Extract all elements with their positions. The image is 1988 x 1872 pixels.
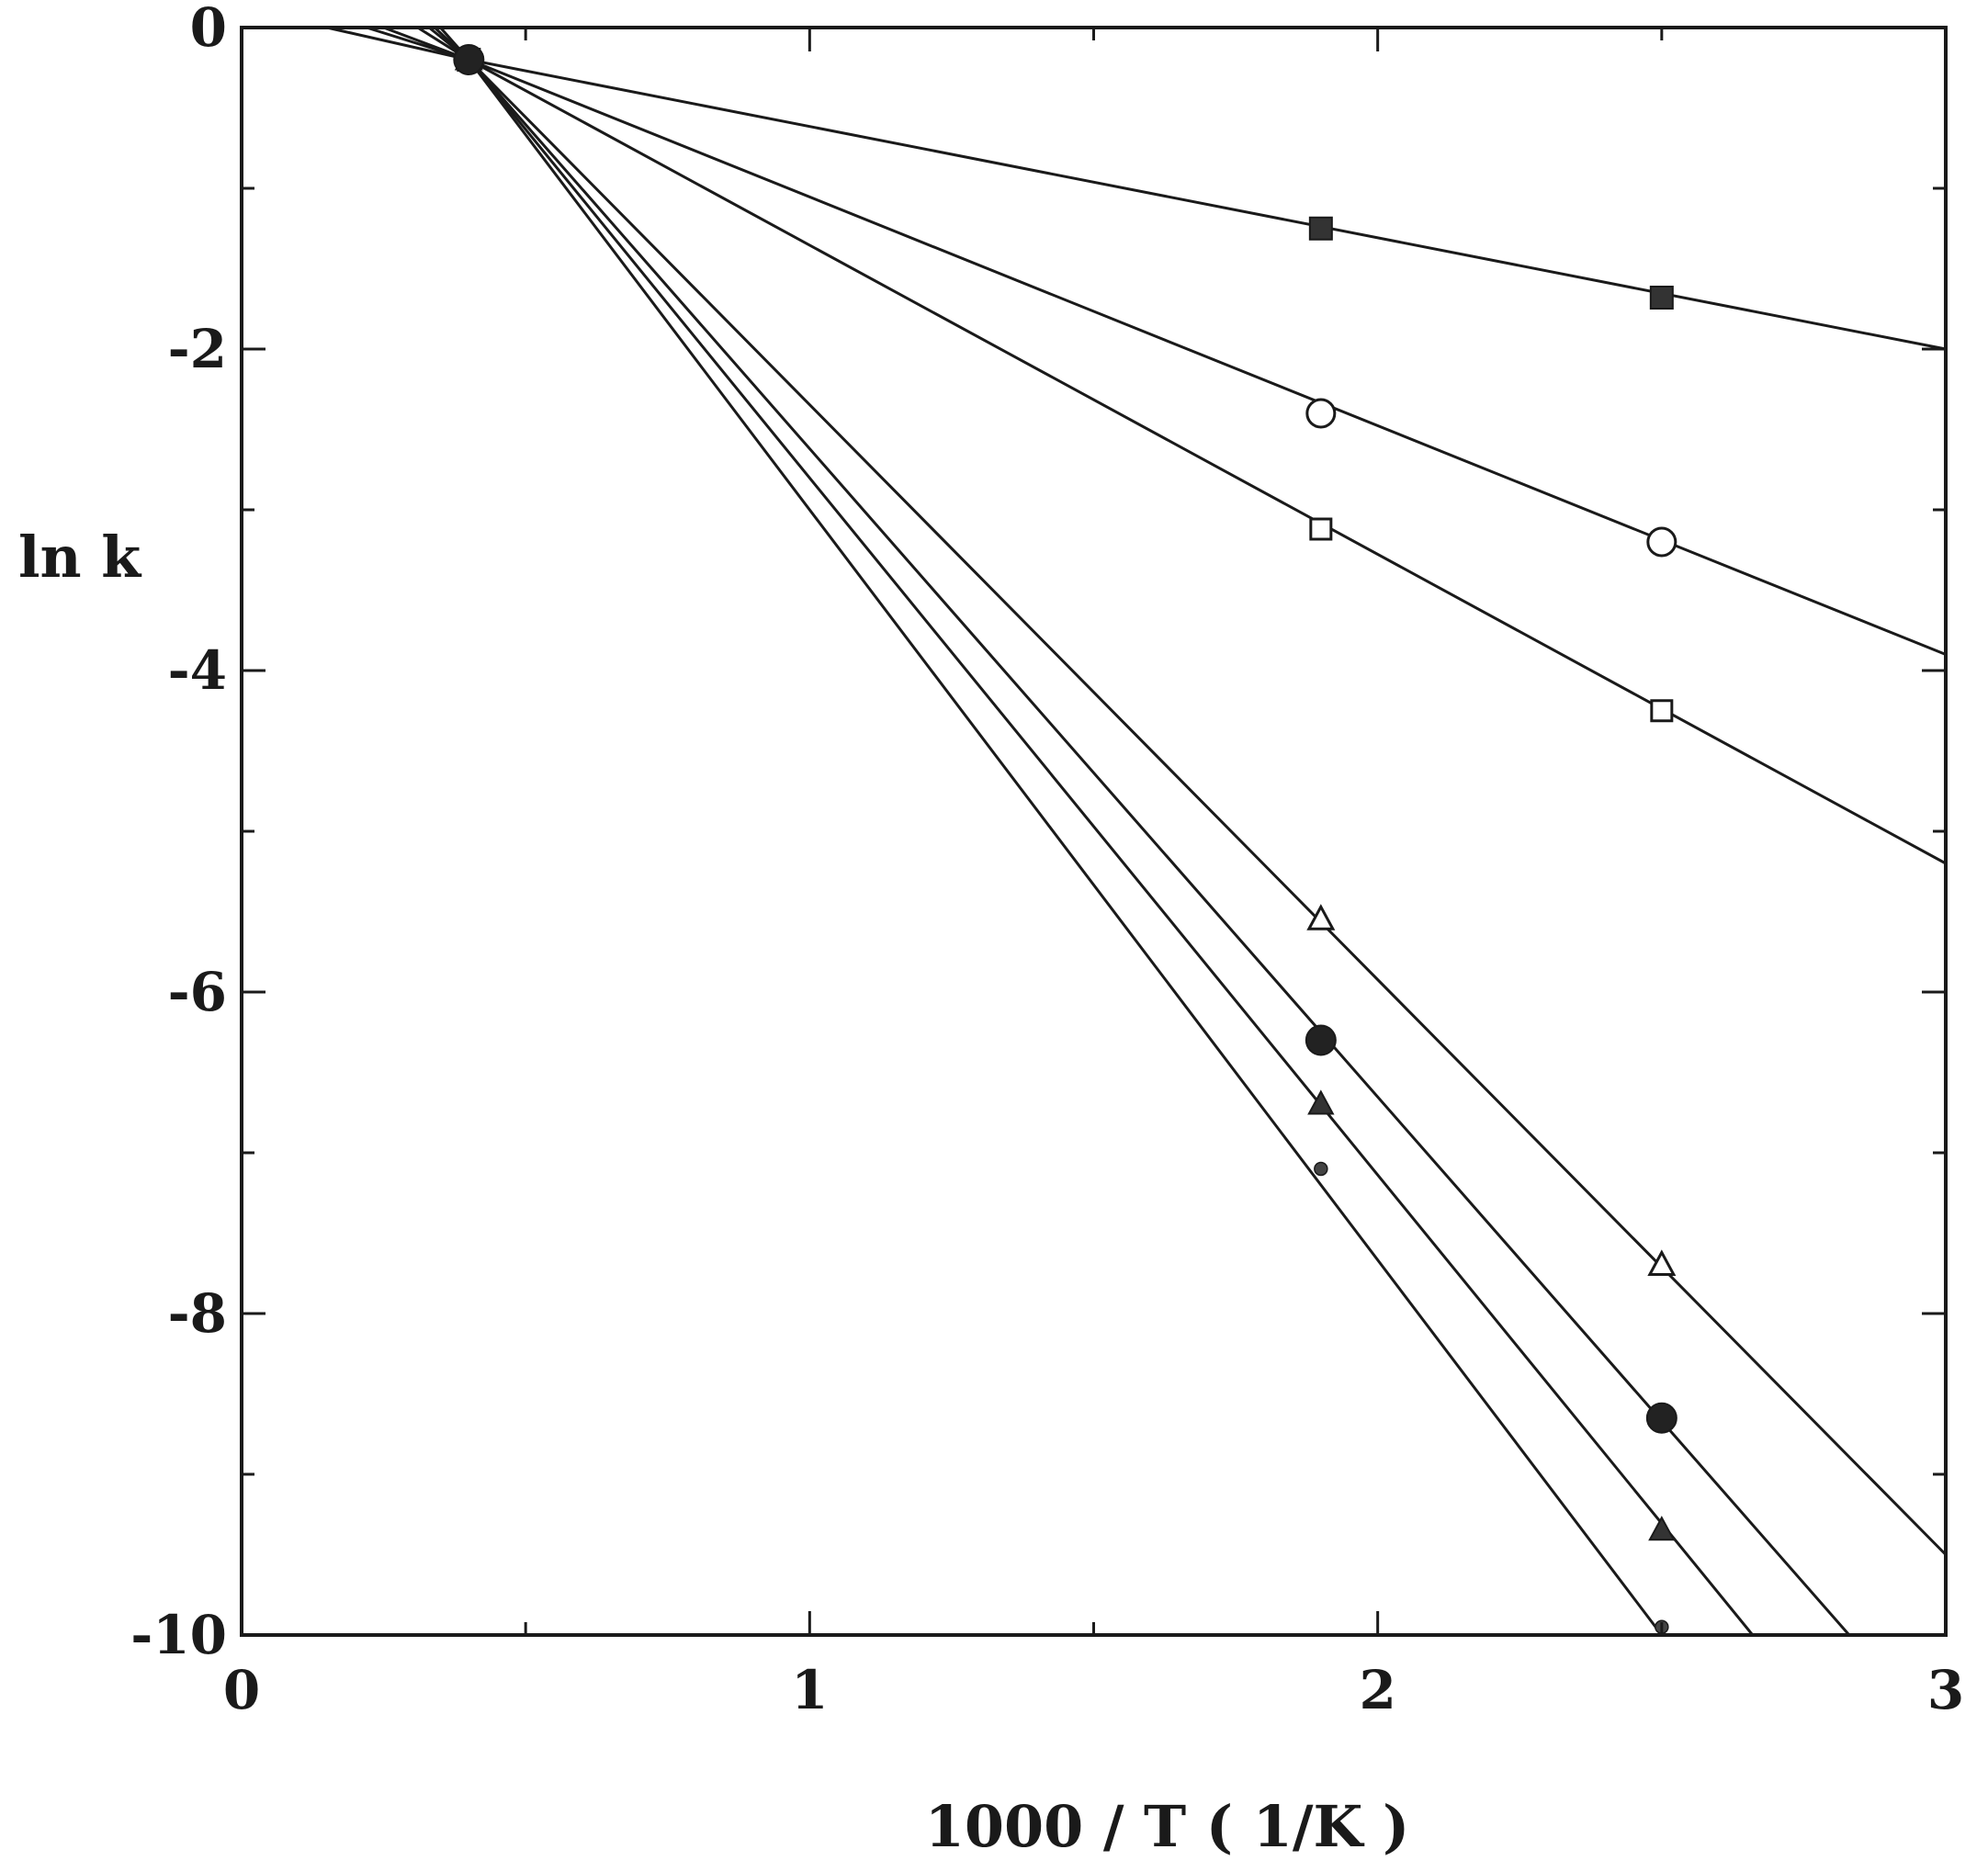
data-point	[1646, 526, 1677, 558]
x-tick-label: 2	[1359, 1659, 1395, 1721]
data-point	[1649, 286, 1674, 310]
data-point	[1314, 1161, 1328, 1177]
axis-ticks	[240, 26, 1948, 1637]
x-tick-label: 0	[223, 1659, 260, 1721]
data-point	[1307, 1089, 1335, 1115]
data-point	[1650, 699, 1674, 723]
y-axis-title: ln k	[18, 524, 142, 591]
data-point	[1648, 1516, 1676, 1541]
y-tick-label: -4	[168, 639, 227, 702]
series-line	[416, 26, 1948, 1556]
y-tick-label: -10	[130, 1604, 227, 1666]
y-tick-label: -2	[168, 318, 227, 380]
data-point	[1305, 1024, 1337, 1056]
y-tick-label: 0	[190, 0, 227, 59]
x-tick-label: 1	[791, 1659, 828, 1721]
series-line	[383, 26, 1947, 865]
series-line	[366, 26, 1947, 656]
data-point	[1309, 517, 1333, 541]
data-point	[453, 44, 485, 75]
data-point	[1647, 1249, 1677, 1276]
y-tick-labels: 0 -2 -4 -6 -8 -10	[130, 0, 227, 1666]
series-line	[428, 26, 1851, 1636]
y-tick-label: -8	[168, 1282, 227, 1345]
series-markers	[453, 43, 1677, 1634]
series-line	[326, 26, 1947, 351]
series-lines	[326, 26, 1948, 1636]
data-point	[1306, 904, 1336, 930]
x-tick-labels: 0 1 2 3	[223, 1659, 1964, 1721]
data-point	[1645, 1402, 1677, 1434]
x-axis-title: 1000 / T ( 1/K )	[925, 1793, 1410, 1860]
series-line	[439, 27, 1663, 1636]
y-tick-label: -6	[168, 961, 227, 1023]
data-point	[1305, 398, 1337, 429]
series-line	[434, 26, 1754, 1636]
x-tick-label: 3	[1927, 1659, 1964, 1721]
data-point	[1308, 216, 1333, 241]
plot-frame	[240, 26, 1948, 1637]
